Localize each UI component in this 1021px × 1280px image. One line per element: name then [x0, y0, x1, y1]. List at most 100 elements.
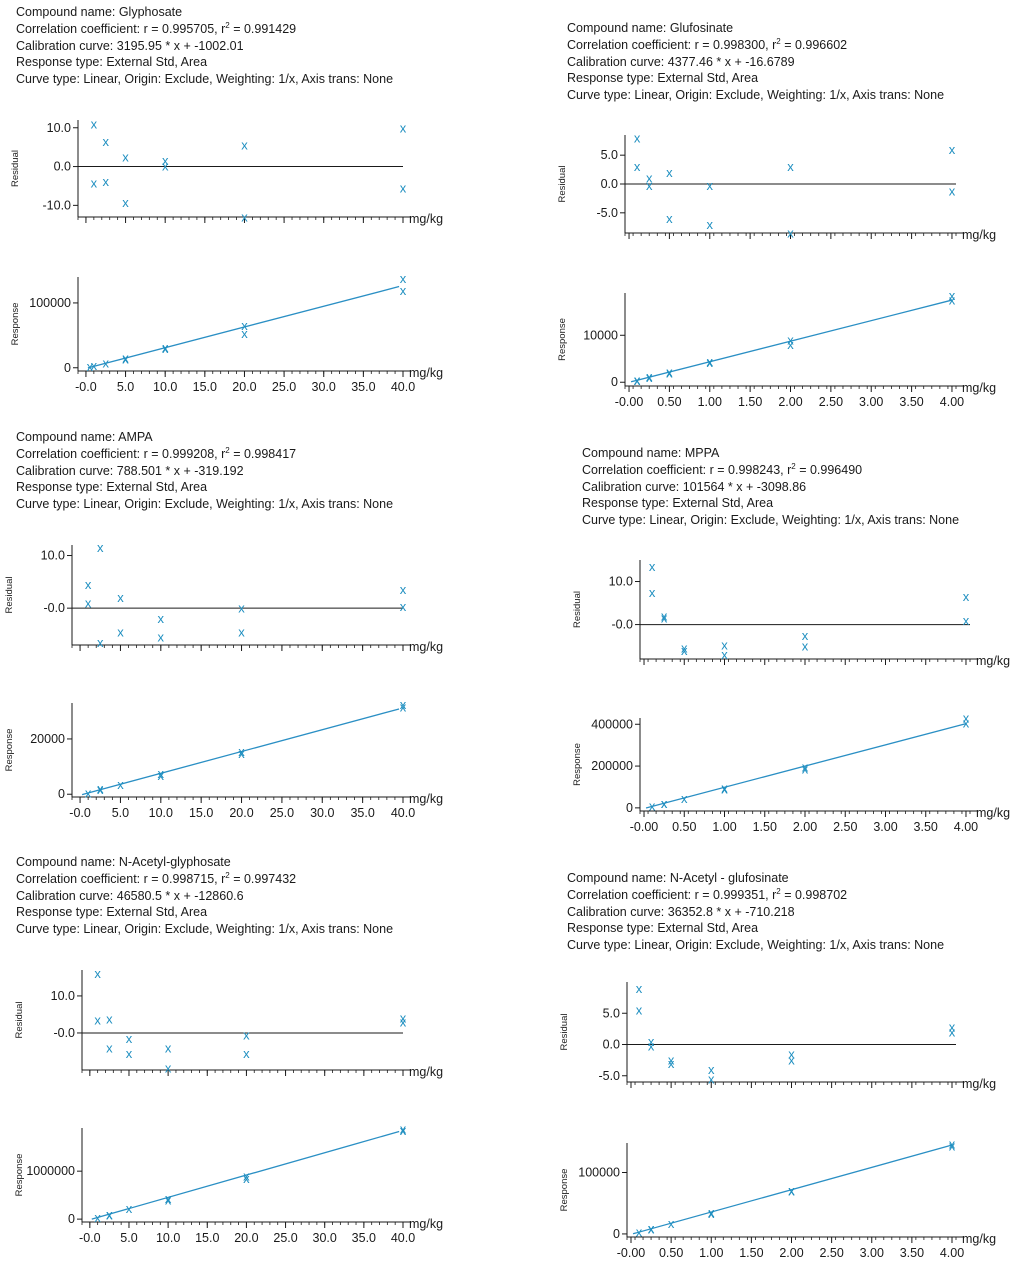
response-point: x: [238, 746, 245, 761]
residual-point: x: [636, 981, 643, 996]
response-point: x: [158, 768, 165, 783]
calibration-curve: Calibration curve: 788.501 * x + -319.19…: [16, 463, 244, 478]
calibration-line: [630, 299, 953, 383]
x-tick-label: -0.0: [75, 380, 97, 394]
x-units-label: mg/kg: [962, 1232, 996, 1246]
response-point: x: [85, 785, 92, 800]
response-point: x: [963, 711, 970, 726]
x-units-label: mg/kg: [962, 381, 996, 395]
panel-n-acetyl-glyphosate: Compound name: N-Acetyl-glyphosate Corre…: [0, 0, 510, 1260]
x-tick-label: 2.00: [793, 820, 817, 834]
response-point: x: [661, 796, 668, 811]
residual-point: x: [162, 153, 169, 168]
response-plot: -0.00 0.50 1.00 1.50 2.00 2.50 3.00 3.50 4.00mg/…: [572, 711, 1010, 835]
response-point: x: [94, 1210, 101, 1225]
x-tick-label: 1.00: [698, 395, 722, 409]
residual-point: x: [708, 1062, 715, 1077]
compound-name: Compound name: AMPA: [16, 430, 153, 444]
residual-point: x: [106, 1011, 113, 1026]
compound-name: Compound name: N-Acetyl - glufosinate: [567, 871, 789, 885]
x-units-label: mg/kg: [409, 366, 443, 380]
response-point: x: [243, 1168, 250, 1183]
calibration-line: [81, 708, 400, 796]
response-point: x: [666, 365, 673, 380]
y-tick-label: 400000: [591, 717, 633, 731]
y-axis-title: Response: [10, 303, 21, 346]
panel-ampa: Compound name: AMPA Correlation coeffici…: [0, 0, 510, 830]
residual-point: x: [787, 159, 794, 174]
y-axis-title: Response: [557, 318, 568, 361]
response-point: x: [646, 369, 653, 384]
response-type: Response type: External Std, Area: [16, 905, 208, 920]
x-tick-label: 40.0: [391, 1231, 415, 1245]
x-tick-label: -0.00: [630, 820, 659, 834]
calibration-curve: Calibration curve: 3195.95 * x + -1002.0…: [16, 38, 244, 53]
calibration-curve: Calibration curve: 46580.5 * x + -12860.…: [16, 888, 244, 903]
y-tick-label: -0.0: [611, 618, 633, 632]
y-tick-label: 0: [626, 801, 633, 815]
residual-point: x: [949, 1020, 956, 1035]
response-point: x: [158, 766, 165, 781]
response-point: x: [238, 744, 245, 759]
response-point: x: [708, 1205, 715, 1220]
correlation-coefficient: Correlation coefficient: r = 0.998243, r…: [582, 461, 863, 477]
correlation-coefficient: Correlation coefficient: r = 0.998715, r…: [16, 870, 297, 886]
y-tick-label: -0.0: [53, 1026, 75, 1040]
response-point: x: [126, 1201, 133, 1216]
x-tick-label: 15.0: [195, 1231, 219, 1245]
x-units-label: mg/kg: [409, 1217, 443, 1231]
compound-info: Compound name: MPPA Correlation coeffici…: [582, 445, 959, 529]
calibration-line: [645, 722, 967, 809]
x-tick-label: 2.00: [778, 395, 802, 409]
x-tick-label: 5.0: [112, 806, 129, 820]
x-units-label: mg/kg: [409, 212, 443, 226]
calibration-curve: Calibration curve: 4377.46 * x + -16.678…: [567, 54, 795, 69]
y-tick-label: 0: [611, 375, 618, 389]
correlation-coefficient: Correlation coefficient: r = 0.999351, r…: [567, 886, 848, 902]
y-tick-label: 0: [58, 787, 65, 801]
x-tick-label: 2.50: [833, 820, 857, 834]
residual-point: x: [243, 1027, 250, 1042]
y-axis-title: Residual: [557, 166, 568, 203]
correlation-coefficient: Correlation coefficient: r = 0.995705, r…: [16, 20, 297, 36]
residual-point: x: [165, 1061, 172, 1076]
response-point: x: [165, 1192, 172, 1207]
residual-point: x: [648, 1034, 655, 1049]
response-point: x: [400, 697, 407, 712]
residual-point: x: [102, 134, 109, 149]
residual-point: x: [681, 643, 688, 658]
y-tick-label: 0: [68, 1212, 75, 1226]
calibration-line: [632, 1144, 953, 1235]
x-tick-label: 4.00: [940, 395, 964, 409]
response-point: x: [668, 1216, 675, 1231]
residual-point: x: [802, 639, 809, 654]
x-tick-label: 2.50: [819, 395, 843, 409]
y-axis-title: Residual: [559, 1014, 570, 1051]
response-point: x: [681, 791, 688, 806]
x-tick-label: 40.0: [391, 380, 415, 394]
y-axis-title: Residual: [572, 591, 583, 628]
residual-point: x: [668, 1053, 675, 1068]
residual-point: x: [85, 577, 92, 592]
x-tick-label: 30.0: [313, 1231, 337, 1245]
compound-name: Compound name: N-Acetyl-glyphosate: [16, 855, 231, 869]
x-tick-label: 4.00: [940, 1246, 964, 1260]
x-tick-label: -0.00: [617, 1246, 646, 1260]
x-tick-label: 1.50: [739, 1246, 763, 1260]
residual-point: x: [97, 540, 104, 555]
residual-point: x: [400, 599, 407, 614]
response-point: x: [708, 1206, 715, 1221]
y-axis-title: Response: [4, 729, 15, 772]
response-point: x: [634, 373, 641, 388]
calibration-line: [91, 1130, 400, 1220]
residual-point: x: [158, 611, 165, 626]
response-point: x: [241, 318, 248, 333]
x-tick-label: 20.0: [232, 380, 256, 394]
y-tick-label: 1000000: [26, 1164, 75, 1178]
x-tick-label: 3.50: [900, 1246, 924, 1260]
response-point: x: [106, 1207, 113, 1222]
